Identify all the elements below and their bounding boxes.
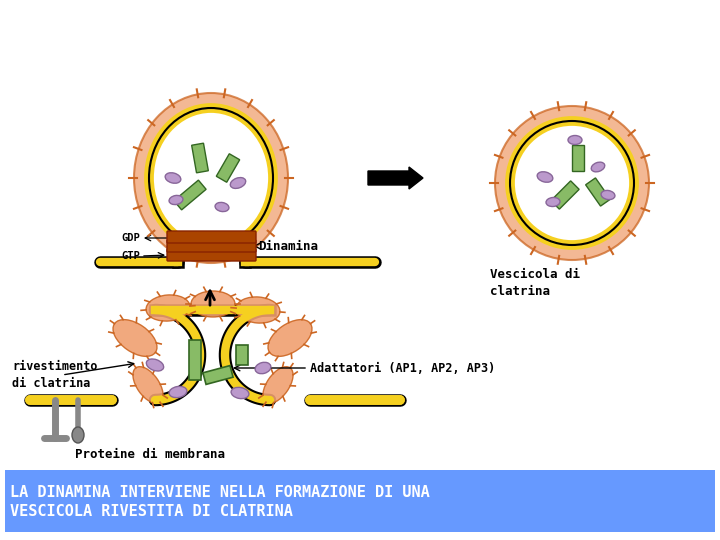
Ellipse shape xyxy=(255,362,271,374)
FancyBboxPatch shape xyxy=(167,231,256,243)
Text: rivestimento
di clatrina: rivestimento di clatrina xyxy=(12,360,97,390)
Ellipse shape xyxy=(568,136,582,145)
Ellipse shape xyxy=(146,295,190,321)
Ellipse shape xyxy=(133,367,163,403)
Ellipse shape xyxy=(231,387,249,399)
Ellipse shape xyxy=(263,367,293,403)
FancyBboxPatch shape xyxy=(167,249,256,261)
FancyBboxPatch shape xyxy=(167,240,256,252)
Ellipse shape xyxy=(72,427,84,443)
Ellipse shape xyxy=(230,178,246,188)
FancyBboxPatch shape xyxy=(5,470,715,532)
Ellipse shape xyxy=(495,106,649,260)
Polygon shape xyxy=(216,154,240,183)
Text: Vescicola di
clatrina: Vescicola di clatrina xyxy=(490,268,580,298)
Ellipse shape xyxy=(165,173,181,183)
Ellipse shape xyxy=(268,320,312,356)
Text: GDP: GDP xyxy=(121,233,140,243)
Polygon shape xyxy=(174,180,206,210)
Ellipse shape xyxy=(149,108,273,248)
Ellipse shape xyxy=(215,202,229,212)
Ellipse shape xyxy=(169,195,183,205)
Ellipse shape xyxy=(113,320,157,356)
Polygon shape xyxy=(585,178,611,206)
Text: GTP: GTP xyxy=(121,251,140,261)
Text: Dinamina: Dinamina xyxy=(258,240,318,253)
Ellipse shape xyxy=(146,359,163,371)
Polygon shape xyxy=(203,366,233,384)
Ellipse shape xyxy=(236,297,280,323)
Ellipse shape xyxy=(191,291,235,317)
Text: Adattatori (AP1, AP2, AP3): Adattatori (AP1, AP2, AP3) xyxy=(310,361,495,375)
Ellipse shape xyxy=(546,198,560,206)
Polygon shape xyxy=(236,345,248,365)
Ellipse shape xyxy=(601,191,615,200)
Ellipse shape xyxy=(591,162,605,172)
Ellipse shape xyxy=(169,386,187,397)
Ellipse shape xyxy=(537,172,553,183)
Polygon shape xyxy=(189,340,201,380)
FancyArrow shape xyxy=(368,167,423,189)
Text: LA DINAMINA INTERVIENE NELLA FORMAZIONE DI UNA
VESCICOLA RIVESTITA DI CLATRINA: LA DINAMINA INTERVIENE NELLA FORMAZIONE … xyxy=(10,484,430,519)
Ellipse shape xyxy=(510,121,634,245)
Ellipse shape xyxy=(134,93,288,263)
Polygon shape xyxy=(572,145,584,171)
Polygon shape xyxy=(551,181,579,209)
Text: Proteine di membrana: Proteine di membrana xyxy=(75,449,225,462)
Polygon shape xyxy=(192,143,208,173)
